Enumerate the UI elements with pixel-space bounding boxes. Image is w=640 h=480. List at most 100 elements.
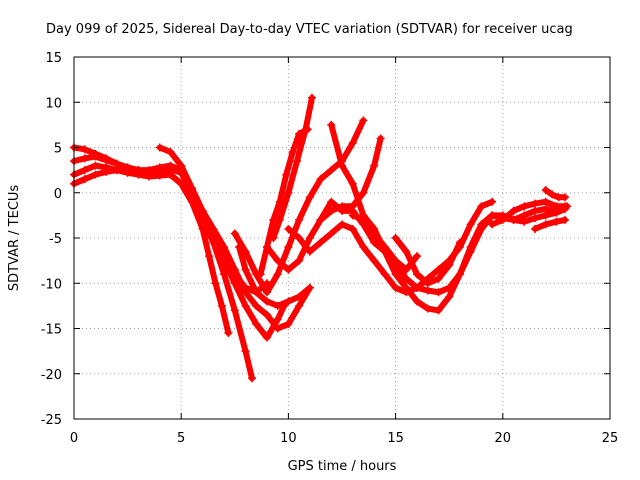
data-point-sat-d xyxy=(123,163,132,172)
data-point-sat-f xyxy=(273,270,282,279)
data-point-sat-f xyxy=(316,175,325,184)
data-point-sat-e xyxy=(155,143,164,152)
data-point-sat-h xyxy=(295,129,304,138)
data-point-sat-a xyxy=(217,301,226,310)
data-point-sat-m xyxy=(402,265,411,274)
data-point-sat-d xyxy=(155,168,164,177)
data-point-sat-e xyxy=(220,252,229,261)
data-point-sat-o xyxy=(520,202,529,211)
data-point-sat-l xyxy=(370,238,379,247)
y-axis-label: SDTVAR / TECUs xyxy=(7,185,22,292)
data-point-sat-g xyxy=(292,157,301,166)
data-point-sat-p xyxy=(552,217,561,226)
data-point-sat-n xyxy=(402,247,411,256)
y-tick-label: -10 xyxy=(41,277,62,292)
data-point-sat-l xyxy=(455,270,464,279)
data-point-sat-l xyxy=(488,211,497,220)
data-point-sat-q xyxy=(541,186,550,195)
data-point-sat-h xyxy=(303,125,312,134)
data-point-sat-e xyxy=(209,229,218,238)
data-point-sat-a xyxy=(205,252,214,261)
x-tick-label: 20 xyxy=(495,431,512,446)
data-point-sat-a xyxy=(211,279,220,288)
data-point-sat-k xyxy=(434,306,443,315)
data-point-sat-d xyxy=(262,310,271,319)
data-point-sat-h xyxy=(269,215,278,224)
data-point-sat-i xyxy=(273,256,282,265)
data-point-sat-i xyxy=(262,243,271,252)
data-point-sat-l xyxy=(477,224,486,233)
chart-title: Day 099 of 2025, Sidereal Day-to-day VTE… xyxy=(46,22,573,37)
data-point-sat-o xyxy=(509,206,518,215)
data-point-sat-f xyxy=(262,288,271,297)
data-point-sat-d xyxy=(102,156,111,165)
data-point-sat-b xyxy=(220,270,229,279)
data-point-sat-o xyxy=(498,215,507,224)
series-sat-o xyxy=(489,198,568,228)
data-point-sat-l xyxy=(338,206,346,215)
data-point-sat-h xyxy=(275,197,284,206)
series-sat-p xyxy=(532,216,568,232)
y-tick-label: 10 xyxy=(45,96,62,111)
data-point-sat-j xyxy=(477,202,486,211)
data-point-sat-i xyxy=(305,234,314,242)
data-point-sat-n xyxy=(445,261,454,270)
data-point-sat-m xyxy=(370,229,379,238)
data-point-sat-k xyxy=(445,292,454,301)
data-point-sat-i xyxy=(370,161,379,170)
data-point-sat-o xyxy=(560,202,569,211)
data-point-sat-l xyxy=(413,283,422,292)
data-point-sat-a xyxy=(80,145,89,154)
data-point-sat-h xyxy=(288,148,297,157)
y-tick-label: -25 xyxy=(41,413,62,428)
y-tick-label: 15 xyxy=(45,51,62,66)
y-tick-label: -5 xyxy=(49,232,62,247)
data-point-sat-f xyxy=(295,215,304,224)
data-point-sat-d xyxy=(252,301,261,310)
data-point-sat-k xyxy=(338,161,346,170)
data-point-sat-r xyxy=(252,288,261,297)
data-point-sat-c xyxy=(252,319,261,328)
x-tick-label: 5 xyxy=(177,431,185,446)
series-sat-h xyxy=(257,126,311,278)
data-point-sat-j xyxy=(338,220,346,229)
data-point-sat-b xyxy=(91,161,100,170)
y-tick-label: 0 xyxy=(54,187,62,202)
data-point-sat-e xyxy=(241,283,250,292)
data-point-sat-n xyxy=(423,279,432,288)
data-point-sat-m xyxy=(380,243,389,252)
data-point-sat-o xyxy=(488,220,497,229)
data-point-sat-j xyxy=(370,256,379,265)
data-point-sat-r xyxy=(295,292,304,301)
data-point-sat-i xyxy=(359,188,368,197)
x-tick-label: 10 xyxy=(280,431,297,446)
data-point-sat-a xyxy=(224,329,233,338)
data-point-sat-j xyxy=(434,265,443,274)
y-tick-label: -20 xyxy=(41,368,62,383)
data-point-sat-j xyxy=(380,270,389,279)
data-point-sat-b xyxy=(247,374,256,383)
data-point-sat-r xyxy=(241,265,250,274)
data-point-sat-e xyxy=(177,161,186,170)
data-point-sat-e xyxy=(187,184,196,193)
data-point-sat-g xyxy=(284,188,293,197)
data-point-sat-k xyxy=(391,270,400,279)
axis-ticks: 0 5 10 15 20 25 -25 -20 -15 -10 -5 0 5 10 15 xyxy=(41,51,619,446)
data-point-sat-r xyxy=(262,297,271,306)
data-point-sat-l xyxy=(509,215,518,224)
y-tick-label: -15 xyxy=(41,323,62,338)
data-point-sat-i xyxy=(376,134,385,143)
data-point-sat-l xyxy=(541,211,550,220)
data-point-sat-f xyxy=(327,166,336,175)
data-point-sat-d xyxy=(112,159,121,168)
data-point-sat-d xyxy=(80,154,89,163)
data-point-sat-j xyxy=(348,224,357,233)
data-point-sat-l xyxy=(434,288,443,297)
series-sat-c xyxy=(71,162,288,341)
data-point-sat-d xyxy=(273,324,282,333)
data-point-sat-l xyxy=(530,214,539,223)
data-point-sat-q xyxy=(560,193,569,202)
data-point-sat-n xyxy=(434,274,443,283)
data-point-sat-j xyxy=(305,247,314,256)
data-point-sat-b xyxy=(80,166,89,175)
